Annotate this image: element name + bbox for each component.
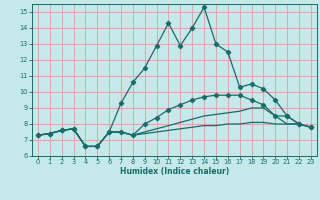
X-axis label: Humidex (Indice chaleur): Humidex (Indice chaleur)	[120, 167, 229, 176]
